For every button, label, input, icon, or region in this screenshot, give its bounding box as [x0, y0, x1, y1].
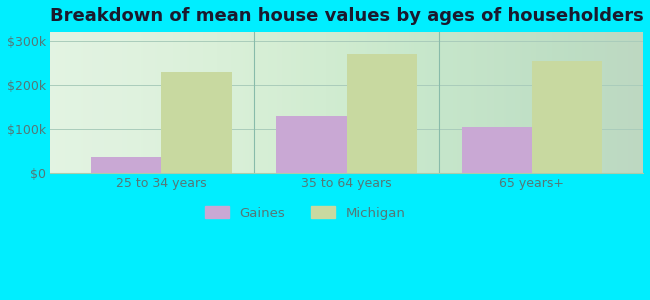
Bar [91, 157, 161, 172]
Bar [532, 61, 603, 172]
Bar [462, 127, 532, 172]
Bar [276, 116, 346, 172]
Bar [346, 54, 417, 172]
Bar [161, 72, 232, 172]
Title: Breakdown of mean house values by ages of householders: Breakdown of mean house values by ages o… [50, 7, 644, 25]
Legend: Gaines, Michigan: Gaines, Michigan [200, 201, 411, 225]
